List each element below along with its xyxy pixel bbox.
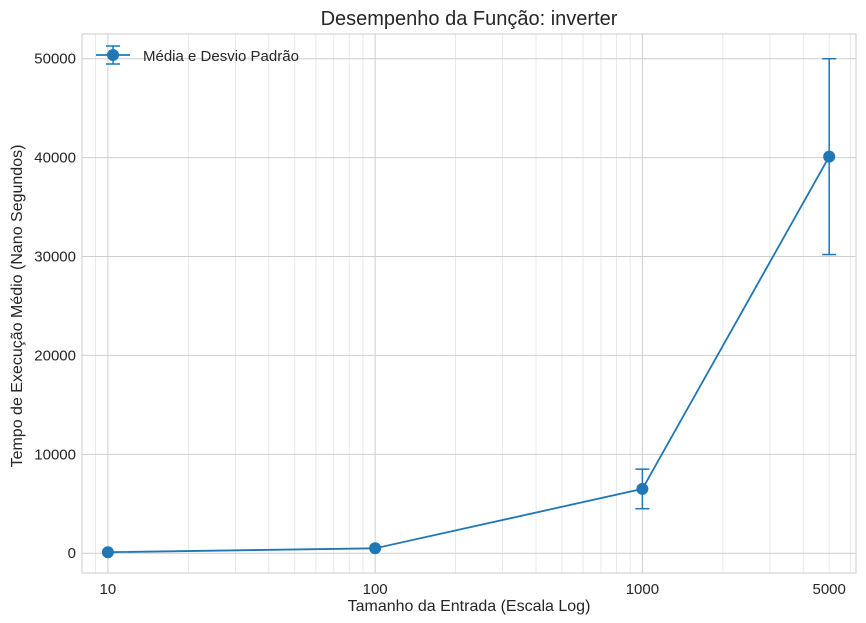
x-tick-label: 1000 (626, 581, 659, 598)
x-tick-label: 100 (363, 581, 388, 598)
y-tick-label: 40000 (34, 150, 76, 167)
x-tick-label: 10 (100, 581, 117, 598)
legend-label: Média e Desvio Padrão (143, 48, 299, 65)
x-axis-label: Tamanho da Entrada (Escala Log) (348, 598, 591, 615)
y-axis-label: Tempo de Execução Médio (Nano Segundos) (9, 145, 26, 468)
grid (81, 34, 856, 573)
legend-marker (107, 49, 119, 61)
y-tick-label: 10000 (34, 446, 76, 463)
data-point (636, 482, 649, 495)
plot-frame (81, 33, 857, 574)
y-tick-label: 0 (68, 545, 76, 562)
y-tick-label: 20000 (34, 347, 76, 364)
chart-title: Desempenho da Função: inverter (321, 8, 618, 30)
series-layer (101, 57, 837, 559)
series-line (107, 156, 830, 554)
x-tick-label: 5000 (812, 581, 845, 598)
y-tick-label: 50000 (34, 51, 76, 68)
legend: Média e Desvio Padrão (96, 45, 299, 65)
data-point (823, 150, 836, 163)
y-tick-label: 30000 (34, 249, 76, 266)
data-point (369, 542, 382, 555)
data-point (101, 546, 114, 559)
